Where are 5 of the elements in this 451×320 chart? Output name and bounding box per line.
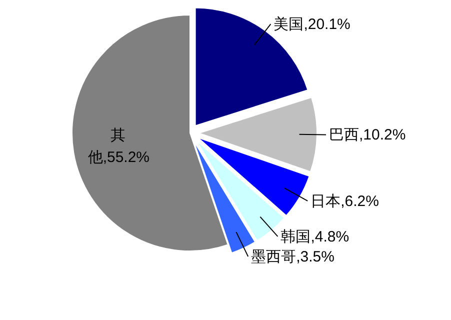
slice-label: 韩国,4.8% — [280, 228, 350, 246]
slice-label: 巴西,10.2% — [328, 126, 406, 144]
slice-label: 美国,20.1% — [274, 16, 350, 34]
slice-label: 墨西哥,3.5% — [251, 248, 334, 266]
slice-label: 日本,6.2% — [310, 192, 379, 210]
